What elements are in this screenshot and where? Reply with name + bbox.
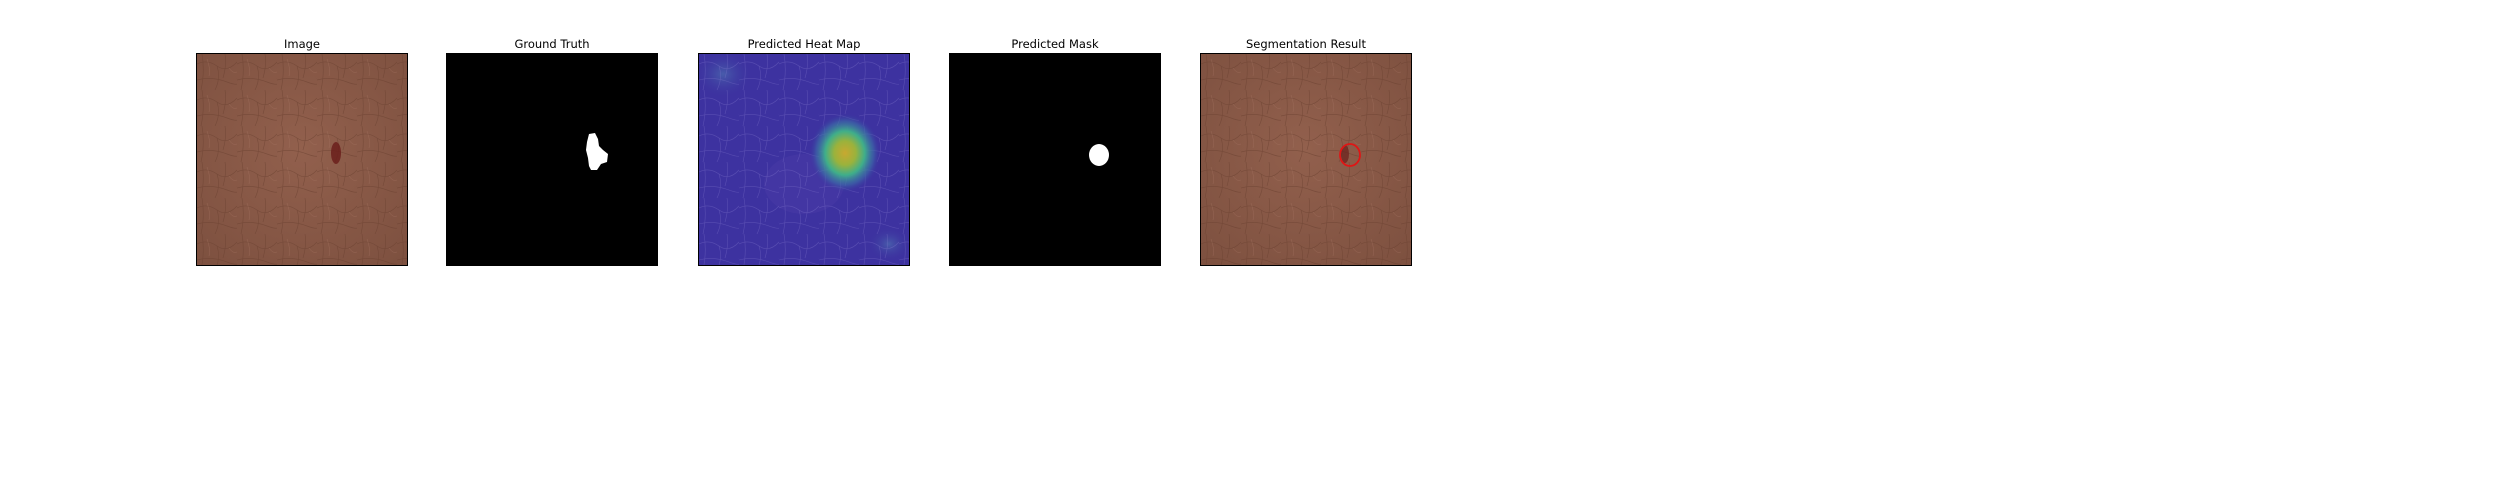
- predicted-mask-panel: [949, 53, 1161, 266]
- heat-map-panel: [698, 53, 910, 266]
- segmentation-result-panel: [1200, 53, 1412, 266]
- predicted-mask-region: [1089, 144, 1109, 166]
- segmentation-result-image: [1201, 54, 1411, 265]
- image-panel: [196, 53, 408, 266]
- predicted-mask-image: [950, 54, 1160, 265]
- panel-title-segmentation-result: Segmentation Result: [1245, 37, 1366, 51]
- ground-truth-mask: [447, 54, 657, 265]
- panel-title-predicted-mask: Predicted Mask: [1011, 37, 1099, 51]
- heat-map-image: [699, 54, 909, 265]
- defect-spot: [331, 142, 341, 164]
- segmentation-contour: [1339, 143, 1361, 167]
- heat-hotspot: [809, 113, 881, 193]
- panel-title-heat-map: Predicted Heat Map: [747, 37, 861, 51]
- leather-image: [197, 54, 407, 265]
- ground-truth-region: [586, 133, 608, 170]
- panel-title-image: Image: [283, 37, 321, 51]
- panel-title-ground-truth: Ground Truth: [514, 37, 590, 51]
- ground-truth-panel: [446, 53, 658, 266]
- figure: { "panels": [ {"title": "Image"}, {"titl…: [0, 0, 1562, 312]
